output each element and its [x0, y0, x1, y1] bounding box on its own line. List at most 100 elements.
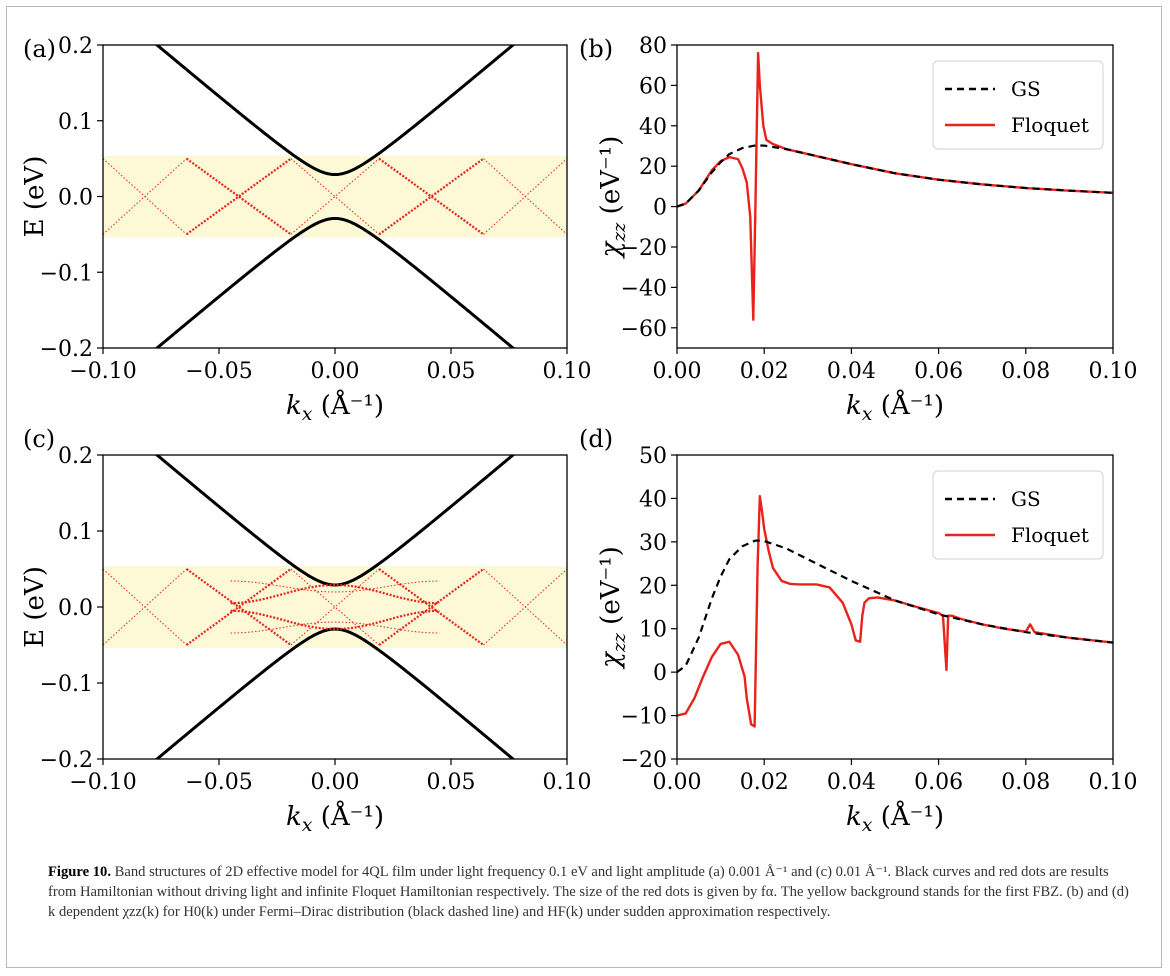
y-tick-label: 0.1 — [58, 110, 93, 135]
x-tick-label: 0.06 — [914, 359, 963, 384]
y-tick-label: −0.1 — [40, 672, 93, 697]
y-tick-label: −20 — [621, 236, 667, 261]
x-tick-label: 0.08 — [1001, 770, 1050, 795]
x-axis-label: kx (Å⁻¹) — [286, 800, 384, 836]
figure-plots: −0.10 −0.05 0.00 0.05 0.100.20.10.0−0.1−0.2k… — [20, 34, 1137, 836]
y-tick-label: 0 — [653, 661, 667, 686]
x-axis-label: kx (Å⁻¹) — [846, 389, 944, 425]
panel-label: (d) — [579, 425, 613, 453]
fbz-region — [103, 155, 567, 238]
floquet-inner-curve — [230, 580, 440, 593]
y-tick-label: −0.2 — [40, 748, 93, 773]
line-plot-3: GS Floquet — [677, 470, 1113, 728]
x-tick-label: 0.10 — [1089, 770, 1138, 795]
x-tick-label: −0.10 — [69, 770, 136, 795]
floquet-line — [483, 568, 567, 646]
x-tick-label: 0.10 — [1089, 359, 1138, 384]
y-tick-label: 0.1 — [58, 520, 93, 545]
y-axis-label: χzz (eV⁻¹) — [596, 136, 630, 260]
floquet-inner-curve — [230, 583, 440, 605]
y-axis-label: χzz (eV⁻¹) — [596, 546, 630, 670]
chart-axes-0: −0.10 −0.05 0.00 0.05 0.10 0.2 0.1 0.0 −0.1 −0.2 k… — [20, 34, 591, 425]
x-tick-label: −0.10 — [69, 359, 136, 384]
series-gs-line — [677, 539, 1113, 674]
chart-axes-1: 0.00 0.02 0.04 0.06 0.08 0.10 80 60 40 20 0 −20 −40 −… — [579, 34, 1137, 425]
caption-label: Figure 10. — [48, 864, 111, 880]
chart-axes-2: −0.10 −0.05 0.00 0.05 0.10 0.2 0.1 0.0 −0.1 −0.2 k… — [20, 425, 591, 836]
legend-label: GS — [1011, 487, 1041, 511]
x-tick-label: 0.02 — [740, 359, 789, 384]
band-content — [103, 45, 567, 348]
y-tick-label: 50 — [639, 444, 667, 469]
x-tick-label: 0.00 — [653, 359, 702, 384]
y-tick-label: 20 — [639, 155, 667, 180]
y-tick-label: −0.2 — [40, 337, 93, 362]
panel-label: (c) — [23, 425, 55, 453]
band-plot-2 — [103, 455, 567, 759]
y-axis-label: E (eV) — [20, 156, 50, 238]
y-tick-label: 40 — [639, 115, 667, 140]
plot-frame — [102, 44, 568, 349]
x-tick-label: 0.08 — [1001, 359, 1050, 384]
conduction-band — [154, 455, 516, 587]
x-tick-label: 0.00 — [311, 770, 360, 795]
plot-frame — [102, 454, 568, 760]
y-tick-label: −20 — [621, 748, 667, 773]
y-tick-label: 80 — [639, 34, 667, 59]
y-tick-label: −60 — [621, 317, 667, 342]
panel-label: (a) — [23, 35, 56, 63]
floquet-line — [103, 158, 187, 235]
fbz-region — [103, 565, 567, 649]
floquet-inner-curve — [230, 621, 440, 634]
line-plot-1: GS Floquet — [677, 51, 1113, 321]
x-tick-label: 0.00 — [653, 770, 702, 795]
legend-label: GS — [1011, 77, 1041, 101]
y-tick-label: 0.0 — [58, 596, 93, 621]
x-axis-label: kx (Å⁻¹) — [846, 800, 944, 836]
line-content — [677, 51, 1113, 321]
y-tick-label: 40 — [639, 487, 667, 512]
line-content — [677, 495, 1113, 728]
valence-band — [154, 216, 516, 348]
y-tick-label: 30 — [639, 531, 667, 556]
y-tick-label: 0 — [653, 196, 667, 221]
figure-caption: Figure 10. Band structures of 2D effecti… — [48, 862, 1138, 922]
floquet-line — [483, 158, 567, 235]
legend-box — [932, 60, 1104, 150]
x-axis-label: kx (Å⁻¹) — [286, 389, 384, 425]
x-tick-label: 0.04 — [827, 770, 876, 795]
y-tick-label: 0.0 — [58, 186, 93, 211]
panel-label: (b) — [579, 35, 613, 63]
plot-frame — [676, 454, 1114, 760]
series-gs-line — [677, 144, 1113, 208]
y-tick-label: 10 — [639, 618, 667, 643]
series-floquet-line — [677, 495, 1113, 728]
y-tick-label: 60 — [639, 74, 667, 99]
x-tick-label: 0.04 — [827, 359, 876, 384]
plot-frame — [676, 44, 1114, 349]
chart-axes-3: 0.00 0.02 0.04 0.06 0.08 0.10 50 40 30 20 10 0 −10 −2… — [579, 425, 1137, 836]
y-axis-label: E (eV) — [20, 566, 50, 648]
band-plot-0 — [103, 45, 567, 348]
x-tick-label: −0.05 — [185, 359, 252, 384]
x-tick-label: 0.00 — [311, 359, 360, 384]
x-tick-label: 0.06 — [914, 770, 963, 795]
floquet-line — [103, 568, 187, 646]
y-tick-label: −10 — [621, 705, 667, 730]
x-tick-label: −0.05 — [185, 770, 252, 795]
band-content — [103, 455, 567, 759]
y-tick-label: 20 — [639, 574, 667, 599]
y-tick-label: −0.1 — [40, 261, 93, 286]
y-tick-label: 0.2 — [58, 444, 93, 469]
y-tick-label: −40 — [621, 276, 667, 301]
floquet-inner-curve — [230, 609, 440, 631]
x-tick-label: 0.05 — [427, 770, 476, 795]
conduction-band — [154, 45, 516, 177]
x-tick-label: 0.10 — [543, 359, 592, 384]
caption-text: Band structures of 2D effective model fo… — [48, 864, 1129, 920]
legend-label: Floquet — [1011, 523, 1089, 547]
legend-box — [932, 470, 1104, 560]
x-tick-label: 0.10 — [543, 770, 592, 795]
x-tick-label: 0.05 — [427, 359, 476, 384]
legend-label: Floquet — [1011, 113, 1089, 137]
